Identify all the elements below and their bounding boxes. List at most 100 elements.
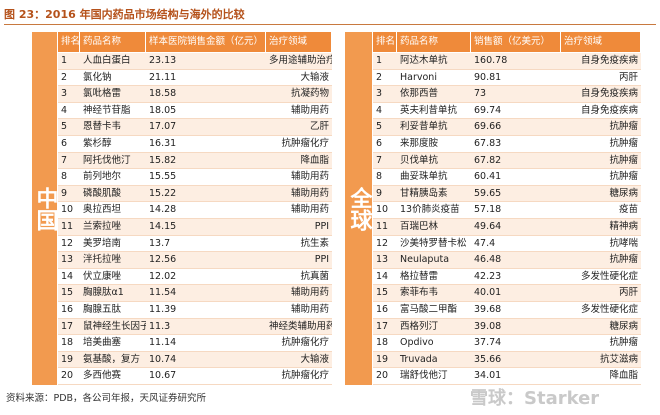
table-cell: 5: [61, 121, 68, 133]
table-cell: PPI: [314, 254, 329, 266]
table-cell: 甘精胰岛素: [400, 187, 448, 199]
row-bg: [58, 169, 332, 186]
table-cell: 15.55: [149, 171, 177, 183]
table-cell: 曲妥珠单抗: [400, 171, 448, 183]
row-bg: [58, 69, 332, 87]
table-cell: 紫杉醇: [83, 138, 112, 149]
table-cell: 4: [61, 104, 68, 116]
table-cell: 47.4: [474, 237, 496, 249]
table-cell: 10.67: [149, 370, 177, 382]
row-bg: [373, 351, 641, 369]
table-cell: 46.48: [474, 254, 502, 266]
side-label-text: 全球: [346, 186, 372, 231]
table-cell: 胸腺五肽: [83, 304, 122, 315]
table-cell: 辅助用药: [290, 304, 329, 315]
column-header: 药品名称: [80, 32, 146, 52]
watermark: 雪球：Starker: [470, 388, 600, 409]
column-header: 治疗领域: [561, 32, 641, 52]
table-cell: 百瑞巴林: [400, 221, 439, 232]
table-cell: 索菲布韦: [400, 287, 439, 299]
table-cell: 抗生素: [300, 237, 329, 249]
table-cell: 49.64: [474, 221, 502, 232]
table-cell: 利妥昔单抗: [400, 121, 448, 133]
row-bg: [373, 136, 641, 153]
table-cell: 2: [61, 71, 68, 83]
table-cell: PPI: [314, 221, 329, 232]
table-cell: 8: [376, 171, 383, 183]
table-cell: 依那西普: [400, 88, 439, 100]
row-bg: [373, 368, 641, 385]
table-cell: 3: [61, 88, 68, 100]
table-cell: 20: [376, 370, 389, 382]
table-cell: Neulaputa: [400, 254, 450, 266]
table-cell: 23.13: [149, 55, 177, 66]
table-cell: 糖尿病: [609, 320, 638, 332]
column-header: 样本医院销售金额（亿元）: [146, 32, 266, 52]
table-cell: 多西他赛: [83, 370, 122, 382]
table-cell: 辅助用药: [290, 104, 329, 116]
table-cell: 人血白蛋白: [83, 55, 131, 66]
table-cell: 抗真菌: [300, 270, 329, 282]
row-bg: [373, 102, 641, 120]
table-cell: 3: [376, 88, 383, 100]
table-cell: 69.74: [474, 104, 502, 116]
table-cell: 1: [61, 55, 68, 66]
table-cell: 10.74: [149, 353, 177, 365]
row-bg: [373, 268, 641, 286]
row-bg: [58, 318, 332, 336]
table-cell: 格拉替雷: [400, 270, 439, 282]
table-cell: 大输液: [300, 71, 329, 83]
table-cell: 前列地尔: [83, 171, 122, 183]
table-cell: 10: [376, 204, 389, 216]
table-cell: 自身免疫疾病: [580, 88, 638, 100]
table-cell: 17: [61, 320, 74, 332]
table-cell: 多发性硬化症: [580, 304, 638, 315]
table-cell: 39.08: [474, 320, 502, 332]
row-bg: [58, 335, 332, 352]
table-cell: 瑞舒伐他汀: [400, 370, 448, 382]
row-bg: [58, 136, 332, 153]
table-cell: 培美曲塞: [83, 337, 122, 349]
title-rule: [4, 24, 656, 25]
table-cell: 9: [376, 187, 383, 199]
table-cell: 15: [61, 287, 74, 299]
table-cell: 18.05: [149, 104, 177, 116]
table-cell: 来那度胺: [400, 138, 439, 149]
table-cell: 11.14: [149, 337, 177, 349]
table-cell: 精神病: [609, 221, 638, 232]
table-cell: 糖尿病: [609, 187, 638, 199]
table-cell: 自身免疫疾病: [580, 104, 638, 116]
table-cell: 12.56: [149, 254, 177, 266]
table-cell: 辅助用药: [290, 287, 329, 299]
table-cell: 14.15: [149, 221, 177, 232]
table-cell: 辅助用药: [290, 187, 329, 199]
row-bg: [373, 202, 641, 219]
table-cell: 神经节苷脂: [83, 104, 131, 116]
table-cell: 9: [61, 187, 68, 199]
table-cell: 42.23: [474, 270, 502, 282]
table-cell: 神经类辅助用药: [269, 320, 332, 332]
table-cell: 胸腺肽α1: [83, 287, 124, 299]
row-bg: [58, 152, 332, 170]
table-cell: 富马酸二甲酯: [400, 304, 458, 315]
table-cell: 抗肿瘤: [609, 138, 638, 149]
table-cell: 7: [376, 154, 383, 166]
row-bg: [58, 185, 332, 203]
row-bg: [373, 252, 641, 269]
table-cell: 14.28: [149, 204, 177, 216]
table-cell: 抗肿瘤: [609, 154, 638, 166]
table-cell: 抗肿瘤化疗: [281, 370, 329, 382]
row-bg: [373, 119, 641, 136]
table-cell: 16: [61, 304, 74, 315]
table-cell: 34.01: [474, 370, 502, 382]
row-bg: [373, 318, 641, 336]
row-bg: [373, 235, 641, 253]
row-bg: [58, 202, 332, 219]
table-cell: 14: [376, 270, 389, 282]
table-cell: 16.31: [149, 138, 177, 149]
side-label: 全球: [345, 32, 372, 385]
column-header: 销售额（亿美元）: [471, 32, 561, 52]
table-cell: 抗哮喘: [609, 237, 638, 249]
table-cell: 抗肿瘤: [609, 337, 638, 349]
table-cell: 1: [376, 55, 383, 66]
